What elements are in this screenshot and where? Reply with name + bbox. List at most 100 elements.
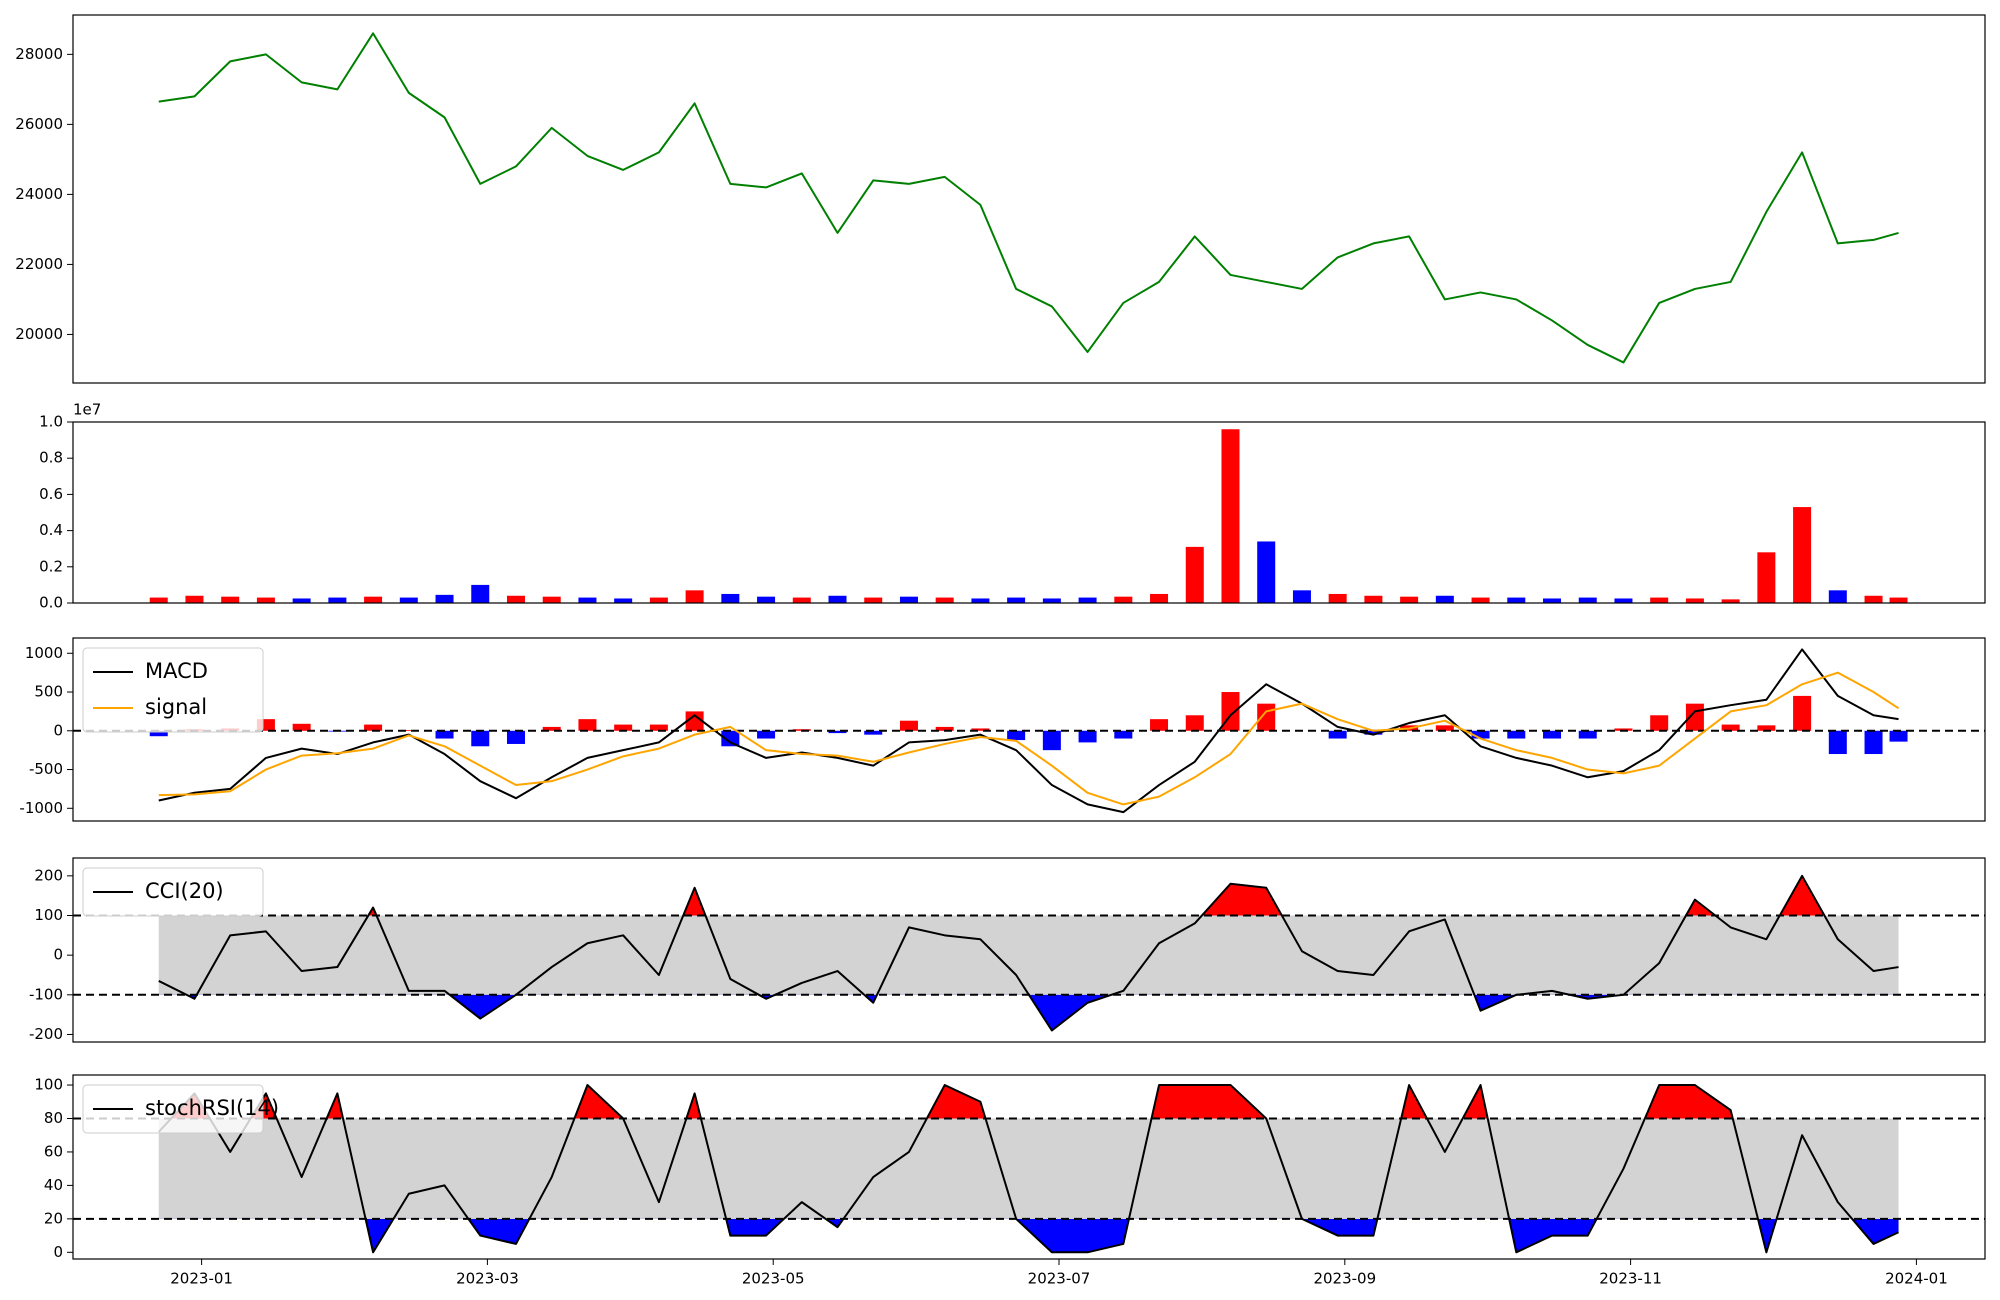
threshold-fill xyxy=(171,1085,1733,1119)
y-tick-label: 60 xyxy=(44,1142,63,1160)
y-tick-label: 0.6 xyxy=(39,485,63,503)
histogram-bar xyxy=(685,711,704,731)
bar xyxy=(721,593,740,603)
histogram-bar xyxy=(1257,703,1276,731)
bar xyxy=(292,598,311,603)
histogram-bar xyxy=(649,724,668,731)
x-tick-label: 2023-11 xyxy=(1599,1270,1662,1288)
histogram-bar xyxy=(1328,730,1347,739)
bar xyxy=(1793,507,1812,603)
histogram-bar xyxy=(1650,715,1669,731)
plot-area xyxy=(73,1084,1985,1254)
histogram-bar xyxy=(1757,725,1776,731)
histogram-bar xyxy=(149,730,168,737)
histogram-bar xyxy=(506,730,525,744)
histogram-bar xyxy=(1828,730,1847,755)
bar xyxy=(1114,596,1133,603)
series-line xyxy=(158,1084,1899,1254)
histogram-bar xyxy=(1889,730,1908,742)
y-tick-label: 26000 xyxy=(15,115,63,133)
histogram-bar xyxy=(971,728,990,731)
y-tick-label: 24000 xyxy=(15,185,63,203)
y-tick-label: 20000 xyxy=(15,325,63,343)
plot-area xyxy=(149,429,1908,603)
histogram-bar xyxy=(757,730,776,739)
plot-area xyxy=(73,874,1985,1032)
histogram-bar xyxy=(1364,730,1383,735)
bar xyxy=(1435,595,1454,603)
histogram-bar xyxy=(1507,730,1526,739)
legend-label: stochRSI(14) xyxy=(145,1096,279,1120)
histogram-bar xyxy=(721,730,740,747)
histogram-bar xyxy=(578,719,597,731)
y-tick-label: 100 xyxy=(34,906,63,924)
bar xyxy=(399,597,418,603)
y-tick-label: 80 xyxy=(44,1109,63,1127)
bar xyxy=(1507,597,1526,603)
bar xyxy=(1685,598,1704,603)
bar xyxy=(1721,599,1740,603)
axes-frame xyxy=(72,1074,1986,1260)
y-tick-label: -1000 xyxy=(19,799,63,817)
bar xyxy=(1614,598,1633,603)
bar xyxy=(471,584,490,603)
y-tick-label: 1000 xyxy=(25,644,63,662)
bar xyxy=(614,598,633,603)
histogram-bar xyxy=(614,724,633,731)
bar xyxy=(685,590,704,603)
y-tick-label: 100 xyxy=(34,1076,63,1094)
axes-frame xyxy=(72,637,1986,822)
y-tick-label: -500 xyxy=(29,760,63,778)
y-tick-label: 40 xyxy=(44,1176,63,1194)
x-tick-label: 2023-05 xyxy=(742,1270,805,1288)
histogram-bar xyxy=(1114,730,1133,739)
y-tick-label: 0 xyxy=(53,946,63,964)
histogram-bar xyxy=(364,724,383,731)
y-tick-label: 0.4 xyxy=(39,521,63,539)
bar xyxy=(649,597,668,603)
bar xyxy=(435,594,454,603)
x-tick-label: 2023-01 xyxy=(170,1270,233,1288)
bar xyxy=(1864,595,1883,603)
bar xyxy=(792,597,811,603)
bar xyxy=(1471,597,1490,603)
threshold-band xyxy=(158,915,1899,995)
y-tick-label: 0.0 xyxy=(39,594,63,612)
bar xyxy=(1078,597,1097,603)
bar xyxy=(1150,593,1169,603)
bar xyxy=(757,596,776,603)
bar xyxy=(149,597,168,603)
bar xyxy=(1292,590,1311,603)
histogram-bar xyxy=(899,720,918,731)
bar xyxy=(828,595,847,603)
threshold-band xyxy=(158,1118,1899,1219)
bar xyxy=(328,597,347,603)
y-tick-label: 200 xyxy=(34,866,63,884)
y-tick-label: -200 xyxy=(29,1025,63,1043)
y-tick-label: 22000 xyxy=(15,255,63,273)
histogram-bar xyxy=(1864,730,1883,755)
bar xyxy=(506,595,525,603)
y-tick-label: 20 xyxy=(44,1209,63,1227)
bar xyxy=(1650,597,1669,603)
bar xyxy=(1889,597,1908,603)
bar xyxy=(1543,598,1562,603)
series-line xyxy=(158,671,1900,806)
bar xyxy=(542,596,561,603)
y-tick-label: 0.8 xyxy=(39,449,63,467)
axes-frame xyxy=(72,421,1986,604)
histogram-bar xyxy=(1721,724,1740,731)
bar xyxy=(1185,546,1204,603)
bar xyxy=(1221,429,1240,603)
x-tick-label: 2023-03 xyxy=(456,1270,519,1288)
histogram-bar xyxy=(1793,695,1812,731)
histogram-bar xyxy=(1471,730,1490,739)
y-tick-label: 0 xyxy=(53,721,63,739)
bar xyxy=(899,596,918,603)
bar xyxy=(971,598,990,603)
bar xyxy=(364,596,383,603)
series-line xyxy=(158,874,1899,1032)
histogram-bar xyxy=(1007,730,1026,741)
bar xyxy=(1400,596,1419,603)
histogram-bar xyxy=(256,719,275,731)
